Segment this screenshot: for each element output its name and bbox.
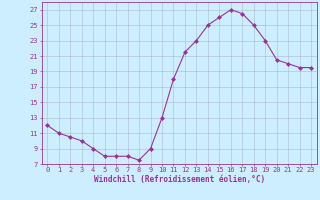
X-axis label: Windchill (Refroidissement éolien,°C): Windchill (Refroidissement éolien,°C) <box>94 175 265 184</box>
